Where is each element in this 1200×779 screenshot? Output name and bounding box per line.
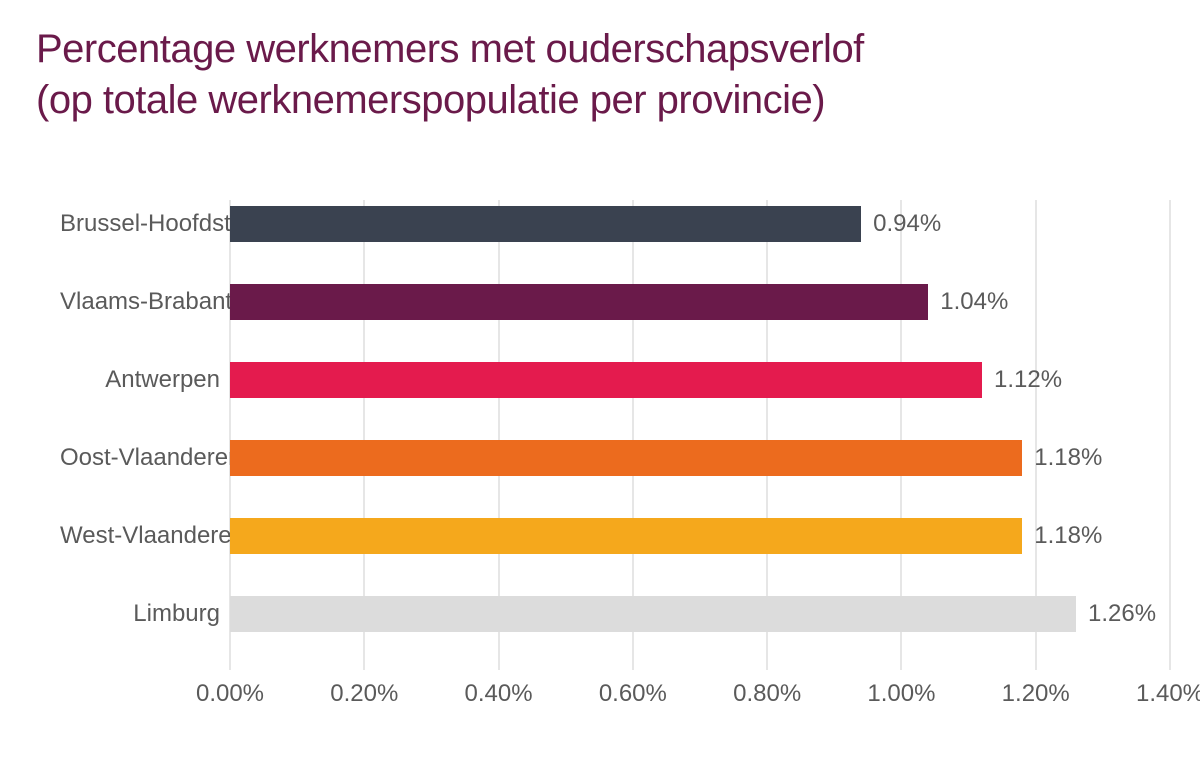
- x-tick-label: 1.00%: [867, 680, 935, 708]
- category-label: Vlaams-Brabant: [60, 284, 230, 320]
- chart-title: Percentage werknemers met ouderschapsver…: [36, 24, 864, 126]
- title-line-1: Percentage werknemers met ouderschapsver…: [36, 27, 864, 71]
- x-tick-label: 0.00%: [196, 680, 264, 708]
- category-label: Antwerpen: [60, 362, 230, 398]
- bar: [230, 284, 928, 320]
- value-label: 1.18%: [1034, 440, 1102, 476]
- value-label: 0.94%: [873, 206, 941, 242]
- category-label: West-Vlaanderen: [60, 518, 230, 554]
- x-tick-label: 0.20%: [330, 680, 398, 708]
- category-label: Brussel-Hoofdstad: [60, 206, 230, 242]
- x-tick-label: 0.60%: [599, 680, 667, 708]
- x-tick-label: 1.20%: [1002, 680, 1070, 708]
- value-label: 1.18%: [1034, 518, 1102, 554]
- bar: [230, 362, 982, 398]
- x-tick-label: 0.40%: [465, 680, 533, 708]
- bar: [230, 596, 1076, 632]
- x-tick-label: 0.80%: [733, 680, 801, 708]
- bar: [230, 440, 1022, 476]
- x-axis: 0.00%0.20%0.40%0.60%0.80%1.00%1.20%1.40%: [230, 680, 1170, 720]
- x-tick-label: 1.40%: [1136, 680, 1200, 708]
- value-label: 1.26%: [1088, 596, 1156, 632]
- bar: [230, 206, 861, 242]
- bar-chart: Brussel-Hoofdstad 0.94% Vlaams-Brabant 1.04…: [60, 200, 1180, 730]
- gridline: [1169, 200, 1171, 670]
- value-label: 1.12%: [994, 362, 1062, 398]
- category-label: Oost-Vlaanderen: [60, 440, 230, 476]
- bar: [230, 518, 1022, 554]
- value-label: 1.04%: [940, 284, 1008, 320]
- title-line-2: (op totale werknemerspopulatie per provi…: [36, 78, 825, 122]
- category-label: Limburg: [60, 596, 230, 632]
